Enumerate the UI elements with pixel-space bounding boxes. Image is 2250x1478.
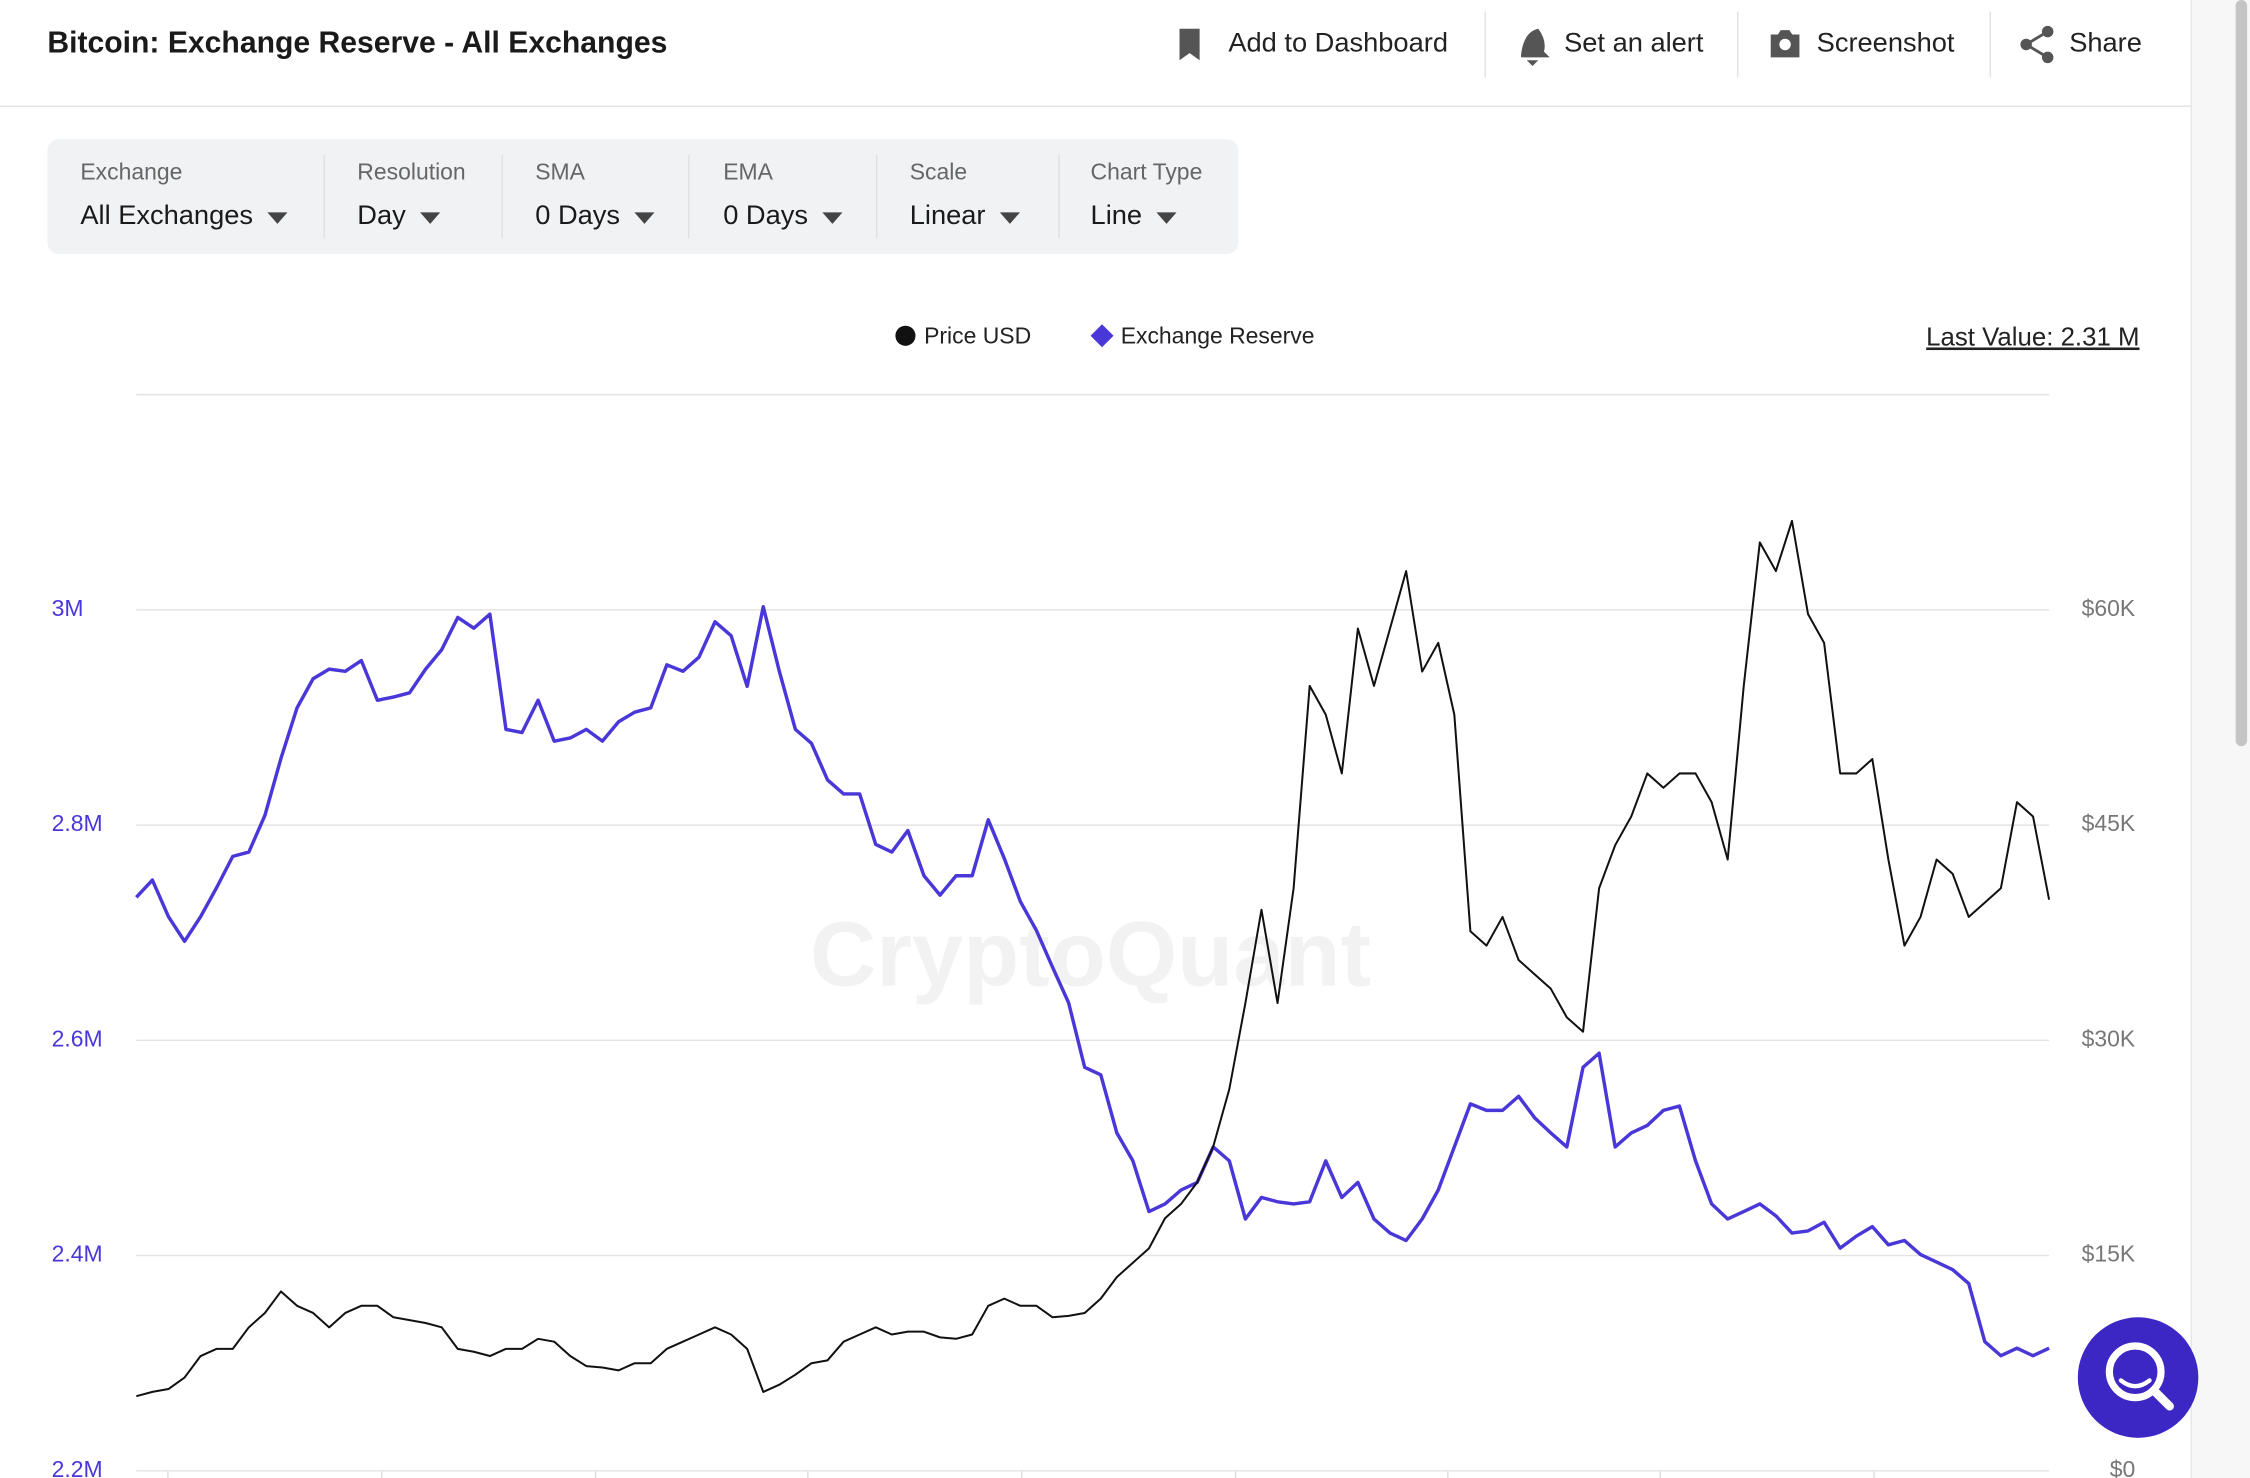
filter-label: SMA <box>535 159 585 185</box>
filter-bar <box>47 139 1239 254</box>
series-line <box>135 604 2050 1358</box>
dropdown-caret <box>999 212 1020 224</box>
dividers <box>0 11 2192 107</box>
filter-label: Exchange <box>80 159 182 185</box>
y-tick-label: 3M <box>52 595 84 621</box>
legend-marker <box>1090 324 1114 348</box>
dropdown-caret <box>1156 212 1177 224</box>
dropdown-caret <box>822 212 843 224</box>
filter-value[interactable]: Day <box>357 199 406 230</box>
filter-label: EMA <box>723 159 773 185</box>
page-title: Bitcoin: Exchange Reserve - All Exchange… <box>47 26 667 59</box>
series-line <box>136 519 2051 1398</box>
filter-label: Chart Type <box>1091 159 1203 185</box>
filter-value[interactable]: Linear <box>910 199 986 230</box>
y2-tick-label: $30K <box>2082 1025 2136 1051</box>
bell-icon <box>1521 28 1550 67</box>
last-value[interactable]: Last Value: 2.31 M <box>1926 323 2139 351</box>
bookmark-icon <box>1179 28 1200 61</box>
filter-label: Resolution <box>357 159 465 185</box>
filter-value[interactable]: 0 Days <box>535 199 620 230</box>
legend-marker <box>895 325 916 346</box>
dropdown-caret <box>267 212 288 224</box>
plot: 2.2M 2.4M 2.6M 2.8M 3M $0 $15K $30K $45K $60K Pric… <box>52 322 2136 1478</box>
search-icon <box>2105 1342 2165 1402</box>
filter-value[interactable]: 0 Days <box>723 199 808 230</box>
dropdown-caret <box>420 212 441 224</box>
y-tick-label: 2.4M <box>52 1241 103 1267</box>
watermark: CryptoQuant <box>810 904 1371 1006</box>
action-icons <box>1179 25 2054 67</box>
share-lines <box>2025 30 2049 59</box>
x-tick-marks <box>167 1470 1875 1478</box>
y-tick-label: 2.2M <box>52 1456 103 1478</box>
dropdown-caret <box>634 212 655 224</box>
filter-value[interactable]: Line <box>1091 199 1143 230</box>
action-button[interactable]: Add to Dashboard <box>1228 27 1448 58</box>
search-icon-handle <box>2149 1386 2174 1411</box>
y-tick-label: 2.6M <box>52 1025 103 1051</box>
search-icon-smile <box>2118 1378 2152 1389</box>
legend-label: Price USD <box>924 322 1031 348</box>
y2-tick-label: $15K <box>2082 1241 2136 1267</box>
action-button[interactable]: Set an alert <box>1564 27 1704 58</box>
y2-tick-label: $45K <box>2082 810 2136 836</box>
y2-tick-label: $0 <box>2110 1456 2136 1478</box>
scrollbar-thumb[interactable] <box>2235 0 2248 747</box>
search-button[interactable] <box>2077 1317 2199 1438</box>
filter-value[interactable]: All Exchanges <box>80 199 253 230</box>
filter-group: Exchange All Exchanges Resolution Day SMA 0 D… <box>80 154 1203 239</box>
action-button[interactable]: Screenshot <box>1817 27 1955 58</box>
y-tick-label: 2.8M <box>52 810 103 836</box>
filter-label: Scale <box>910 159 967 185</box>
camera-lens <box>1779 38 1791 51</box>
y2-tick-label: $60K <box>2082 595 2136 621</box>
legend-label: Exchange Reserve <box>1121 322 1315 348</box>
action-button[interactable]: Share <box>2069 27 2142 58</box>
